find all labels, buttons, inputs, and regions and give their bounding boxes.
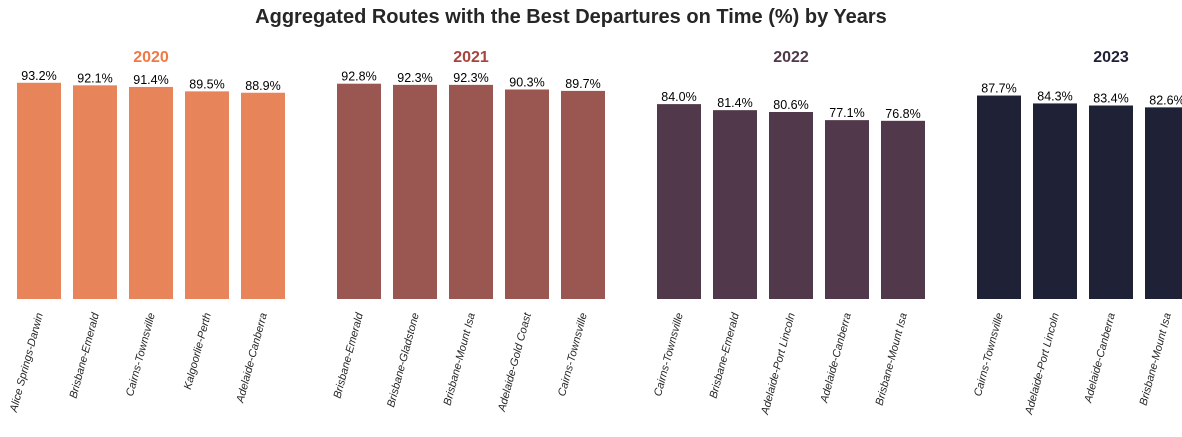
tick-label-2022-1: Cairns-Townsville bbox=[652, 312, 686, 398]
bar-2022-2 bbox=[713, 110, 757, 299]
chart-title: Aggregated Routes with the Best Departur… bbox=[255, 6, 887, 28]
tick-label-2021-2: Brisbane-Gladstone bbox=[385, 312, 422, 409]
value-label-2023-2: 84.3% bbox=[1037, 89, 1072, 103]
tick-label-2020-5: Adelaide-Canberra bbox=[234, 312, 270, 405]
value-label-2023-4: 82.6% bbox=[1149, 93, 1182, 107]
bar-2023-3 bbox=[1089, 105, 1133, 300]
bar-2020-4 bbox=[185, 91, 229, 299]
value-label-2023-1: 87.7% bbox=[981, 82, 1016, 96]
bar-2023-2 bbox=[1033, 103, 1077, 299]
bar-2022-1 bbox=[657, 104, 701, 300]
tick-label-2022-3: Adelaide-Port Lincoln bbox=[759, 312, 798, 417]
year-label-2022: 2022 bbox=[773, 49, 809, 66]
tick-label-2022-2: Brisbane-Emerald bbox=[708, 311, 743, 400]
bar-2021-1 bbox=[337, 83, 381, 299]
bar-2021-4 bbox=[505, 89, 549, 299]
tick-label-2021-1: Brisbane-Emerald bbox=[332, 311, 367, 400]
value-label-2021-5: 89.7% bbox=[565, 77, 600, 91]
tick-label-2022-4: Adelaide-Canberra bbox=[818, 312, 854, 405]
bar-2020-5 bbox=[241, 92, 285, 299]
bar-2022-4 bbox=[825, 120, 869, 300]
bar-2022-3 bbox=[769, 112, 813, 300]
bar-2023-1 bbox=[977, 95, 1021, 299]
value-label-2021-3: 92.3% bbox=[453, 71, 488, 85]
value-label-2022-3: 80.6% bbox=[773, 98, 808, 112]
tick-label-2022-5: Brisbane-Mount Isa bbox=[874, 312, 910, 407]
bar-2020-2 bbox=[73, 85, 117, 299]
tick-label-2020-3: Cairns-Townsville bbox=[124, 312, 158, 398]
bar-2021-2 bbox=[393, 84, 437, 299]
tick-label-2020-4: Kalgoorlie-Perth bbox=[182, 312, 214, 391]
value-label-2020-2: 92.1% bbox=[77, 71, 112, 85]
tick-label-2021-4: Adelaide-Gold Coast bbox=[496, 311, 534, 414]
year-label-2021: 2021 bbox=[453, 49, 489, 66]
tick-label-2023-4: Brisbane-Mount Isa bbox=[1138, 312, 1174, 407]
tick-label-2021-5: Cairns-Townsville bbox=[556, 312, 590, 398]
tick-label-2023-3: Adelaide-Canberra bbox=[1082, 312, 1118, 405]
bar-2021-5 bbox=[561, 90, 605, 300]
value-label-2022-2: 81.4% bbox=[717, 96, 752, 110]
bar-2023-4 bbox=[1145, 107, 1182, 299]
tick-label-2020-1: Alice Springs-Darwin bbox=[8, 312, 46, 415]
tick-label-2021-3: Brisbane-Mount Isa bbox=[442, 312, 478, 407]
tick-label-2023-2: Adelaide-Port Lincoln bbox=[1023, 312, 1062, 417]
value-label-2020-4: 89.5% bbox=[189, 77, 224, 91]
year-label-2023: 2023 bbox=[1093, 49, 1129, 66]
year-label-2020: 2020 bbox=[133, 49, 169, 66]
bar-2020-3 bbox=[129, 86, 173, 300]
value-label-2021-2: 92.3% bbox=[397, 71, 432, 85]
value-label-2021-1: 92.8% bbox=[341, 70, 376, 84]
tick-label-2023-1: Cairns-Townsville bbox=[972, 312, 1006, 398]
value-label-2022-1: 84.0% bbox=[661, 90, 696, 104]
value-label-2022-5: 76.8% bbox=[885, 107, 920, 121]
value-label-2020-3: 91.4% bbox=[133, 73, 168, 87]
bar-2022-5 bbox=[881, 120, 925, 299]
value-label-2020-1: 93.2% bbox=[21, 69, 56, 83]
bar-2021-3 bbox=[449, 84, 493, 299]
tick-label-2020-2: Brisbane-Emerald bbox=[68, 311, 103, 400]
value-label-2022-4: 77.1% bbox=[829, 106, 864, 120]
value-label-2023-3: 83.4% bbox=[1093, 92, 1128, 106]
value-label-2020-5: 88.9% bbox=[245, 79, 280, 93]
bar-2020-1 bbox=[17, 82, 61, 299]
value-label-2021-4: 90.3% bbox=[509, 76, 544, 90]
